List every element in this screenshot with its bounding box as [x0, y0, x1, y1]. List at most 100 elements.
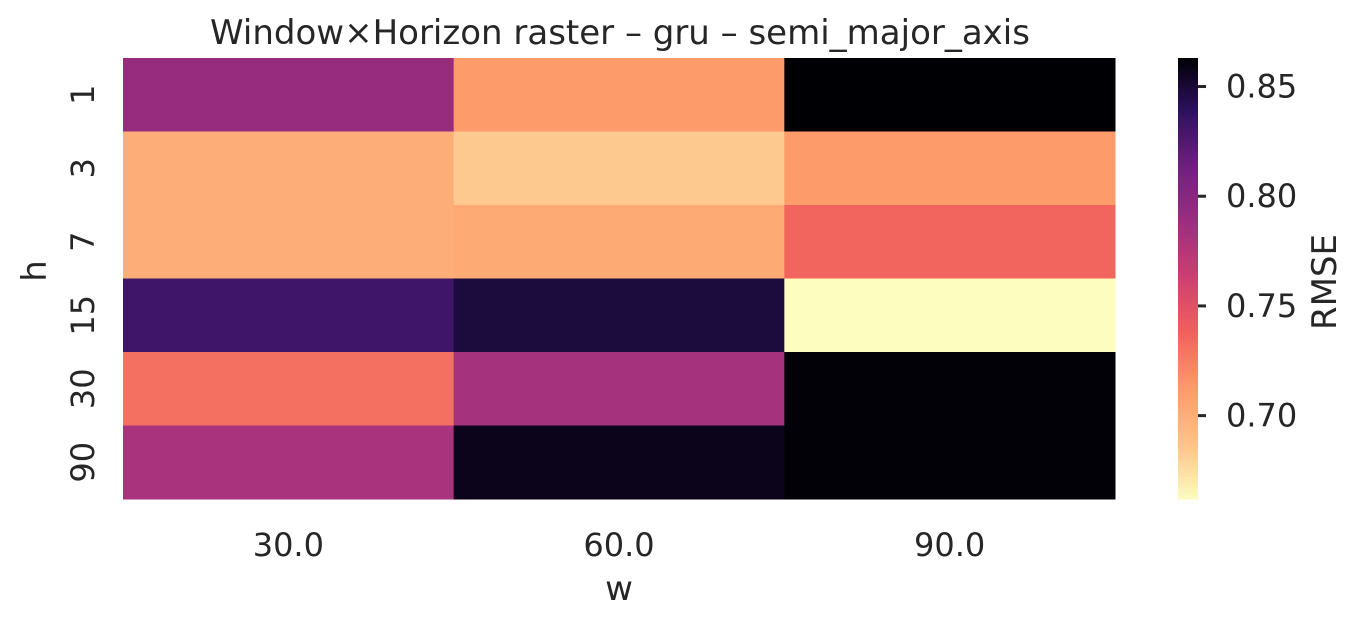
colorbar-strip [1178, 421, 1198, 427]
colorbar-strip [1178, 171, 1198, 177]
heatmap-cell [123, 425, 455, 500]
colorbar-strip [1178, 436, 1198, 441]
colorbar-strip [1178, 454, 1198, 460]
colorbar-strip [1178, 381, 1198, 386]
colorbar-strip [1178, 296, 1198, 302]
colorbar-strip [1178, 348, 1198, 353]
x-tick-label: 30.0 [253, 526, 324, 564]
colorbar-strip [1178, 138, 1198, 144]
colorbar-strip [1178, 124, 1198, 129]
colorbar-strip [1178, 469, 1198, 474]
colorbar-strip [1178, 182, 1198, 188]
colorbar-strip [1178, 462, 1198, 467]
colorbar-strip [1178, 359, 1198, 364]
colorbar-strip [1178, 326, 1198, 331]
colorbar-strip [1178, 72, 1198, 77]
colorbar-strip [1178, 193, 1198, 199]
colorbar-strip [1178, 61, 1198, 66]
colorbar-label: RMSE [1305, 234, 1345, 330]
y-axis-label: h [15, 260, 55, 282]
colorbar-strip [1178, 267, 1198, 272]
colorbar-strip [1178, 69, 1198, 74]
heatmap-cell [784, 205, 1116, 279]
colorbar-strip [1178, 271, 1198, 276]
x-tick-label: 90.0 [914, 526, 985, 564]
colorbar-strip [1178, 418, 1198, 423]
colorbar-strip [1178, 385, 1198, 390]
colorbar-strip [1178, 414, 1198, 419]
colorbar-strip [1178, 329, 1198, 335]
colorbar-strip [1178, 487, 1198, 493]
y-tick-label: 7 [64, 232, 102, 252]
colorbar-strip [1178, 94, 1198, 100]
colorbar-tick-label: 0.75 [1226, 287, 1297, 325]
x-tick-label: 60.0 [583, 526, 654, 564]
colorbar-strip [1178, 425, 1198, 430]
colorbar-strip [1178, 219, 1198, 224]
colorbar-strip [1178, 491, 1198, 496]
colorbar-strip [1178, 109, 1198, 114]
colorbar-strip [1178, 223, 1198, 228]
colorbar-strip [1178, 175, 1198, 180]
y-tick-label: 90 [64, 442, 102, 483]
colorbar-strip [1178, 113, 1198, 118]
heatmap-cell [453, 205, 785, 279]
colorbar-strip [1178, 282, 1198, 287]
colorbar-strip [1178, 366, 1198, 371]
colorbar-strip [1178, 120, 1198, 125]
colorbar-strip [1178, 91, 1198, 96]
colorbar-strip [1178, 407, 1198, 412]
heatmap-cell [453, 425, 785, 500]
colorbar-strip [1178, 285, 1198, 291]
x-axis-label: w [605, 569, 633, 609]
colorbar-strip [1178, 476, 1198, 482]
x-tick-labels: 30.0 60.0 90.0 [253, 526, 986, 564]
colorbar-strip [1178, 83, 1198, 88]
colorbar-strip [1178, 344, 1198, 349]
colorbar-strip [1178, 149, 1198, 155]
colorbar-strip [1178, 410, 1198, 416]
y-tick-label: 3 [64, 158, 102, 178]
colorbar-strip [1178, 146, 1198, 151]
colorbar-strip [1178, 333, 1198, 338]
colorbar-tick-label: 0.80 [1226, 177, 1297, 215]
colorbar-strip [1178, 337, 1198, 342]
colorbar-strip [1178, 131, 1198, 136]
heatmap-cell [123, 352, 455, 426]
colorbar-strip [1178, 208, 1198, 213]
colorbar-strip [1178, 315, 1198, 320]
colorbar-strip [1178, 374, 1198, 379]
colorbar-strip [1178, 227, 1198, 232]
y-tick-label: 1 [64, 85, 102, 105]
heatmap-cell [453, 58, 785, 132]
colorbar-strip [1178, 205, 1198, 210]
colorbar-strip [1178, 432, 1198, 438]
colorbar-strip [1178, 396, 1198, 401]
colorbar-strip [1178, 403, 1198, 408]
colorbar-strip [1178, 318, 1198, 324]
heatmap-cell [784, 131, 1116, 206]
heatmap-cells [123, 58, 1116, 500]
heatmap-cell [123, 131, 455, 206]
colorbar-strip [1178, 484, 1198, 489]
colorbar-strip [1178, 377, 1198, 382]
colorbar-strip [1178, 230, 1198, 235]
colorbar-strip [1178, 289, 1198, 294]
colorbar-strip [1178, 252, 1198, 258]
heatmap-cell [123, 278, 455, 353]
colorbar-strip [1178, 186, 1198, 191]
colorbar-strip [1178, 197, 1198, 202]
colorbar-tick-label: 0.85 [1226, 68, 1297, 106]
chart-title: Window×Horizon raster – gru – semi_major… [210, 13, 1030, 53]
colorbar-strip [1178, 65, 1198, 70]
colorbar-strip [1178, 458, 1198, 463]
y-tick-labels: 1 3 7 15 30 90 [64, 85, 102, 483]
colorbar-strip [1178, 201, 1198, 206]
colorbar-strip [1178, 190, 1198, 195]
colorbar-strip [1178, 473, 1198, 478]
colorbar-strip [1178, 135, 1198, 140]
colorbar-strip [1178, 278, 1198, 283]
colorbar-strip [1178, 87, 1198, 92]
colorbar-strip [1178, 256, 1198, 261]
colorbar-strip [1178, 429, 1198, 434]
